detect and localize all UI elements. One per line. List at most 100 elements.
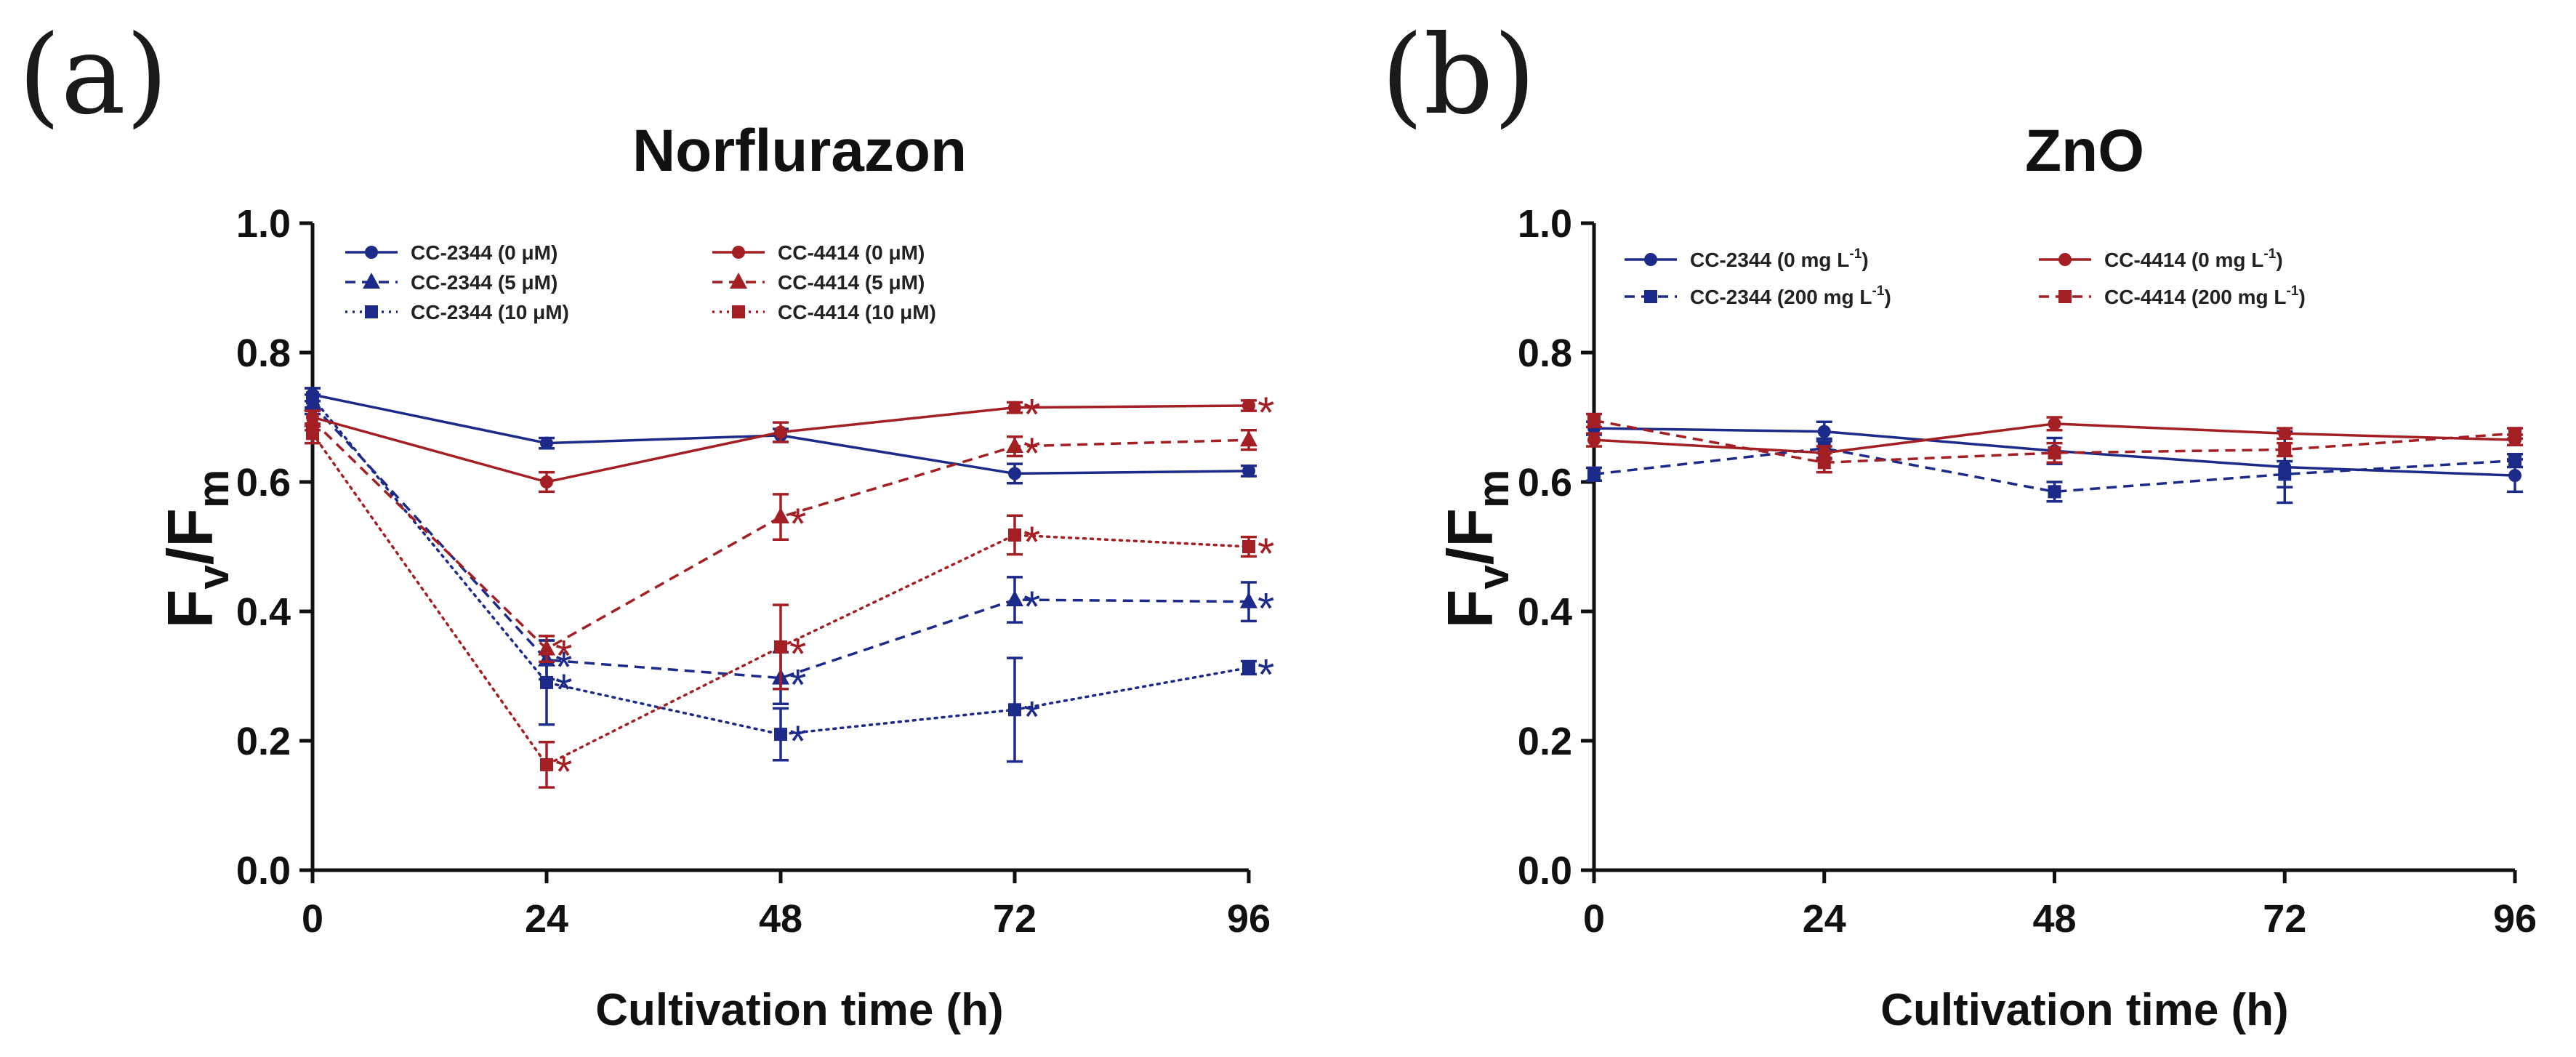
legend-marker (1644, 253, 1657, 266)
legend-label: CC-4414 (0 mg L-1) (2104, 246, 2283, 271)
series-line (311, 396, 1250, 736)
data-point (2278, 427, 2292, 441)
data-point (1242, 398, 1255, 412)
x-tick-label: 96 (1227, 897, 1271, 941)
x-tick-label: 24 (525, 897, 568, 941)
series-line (1593, 419, 2516, 465)
panel-a-plot: 0.0 0.2 0.4 0.6 0.8 1.0 0 24 48 72 96 CC-2344 (0 μM… (236, 202, 1274, 941)
data-point (2508, 427, 2521, 441)
significance-star: * (555, 665, 572, 714)
data-point (1242, 661, 1255, 675)
y-tick-label: 0.4 (1518, 590, 1572, 634)
legend-marker (1644, 290, 1657, 303)
panel-a-x-axis-label: Cultivation time (h) (595, 985, 1003, 1035)
legend-marker (2058, 253, 2072, 266)
data-point (540, 675, 553, 689)
data-point (1587, 467, 1601, 481)
panel-b-y-axis-label: Fv/Fm (1434, 470, 1518, 629)
series-line (1593, 446, 2516, 494)
panel-a-letter: (a) (18, 12, 168, 139)
data-point (2048, 485, 2061, 499)
significance-star: * (789, 717, 806, 765)
data-point (1817, 456, 1831, 470)
data-point (1008, 528, 1021, 542)
significance-star: * (1023, 582, 1040, 631)
data-point (1006, 437, 1023, 454)
x-tick-label: 72 (2263, 897, 2306, 941)
data-point (2278, 467, 2292, 481)
legend-marker (732, 246, 745, 259)
data-point (540, 436, 553, 450)
data-point (1242, 464, 1255, 478)
y-tick-label: 0.4 (236, 590, 291, 634)
x-tick-label: 48 (2032, 897, 2076, 941)
data-point (1242, 540, 1255, 553)
legend-label: CC-2344 (200 mg L-1) (1690, 284, 1891, 308)
y-tick-label: 0.2 (236, 720, 291, 763)
significance-star: * (1257, 529, 1274, 578)
panel-b-plot: 0.0 0.2 0.4 0.6 0.8 1.0 0 24 48 72 96 CC-2344 (0 mg… (1518, 202, 2537, 941)
data-point (1240, 430, 1257, 447)
panel-a-y-axis-label: Fv/Fm (154, 470, 238, 629)
significance-star: * (1023, 390, 1040, 439)
data-point (1817, 425, 1831, 438)
data-point (1587, 414, 1601, 427)
data-point (2048, 446, 2061, 459)
y-tick-label: 0.0 (1518, 849, 1572, 893)
significance-star: * (1023, 429, 1040, 478)
legend-label: CC-2344 (0 mg L-1) (1690, 246, 1869, 271)
data-point (1008, 467, 1021, 481)
y-tick-label: 0.8 (236, 331, 291, 375)
x-tick-label: 96 (2493, 897, 2537, 941)
x-tick-label: 72 (993, 897, 1037, 941)
legend-label: CC-2344 (10 μM) (411, 301, 569, 323)
data-point (306, 427, 319, 441)
legend-marker (365, 305, 378, 318)
data-point (1008, 703, 1021, 717)
y-tick-label: 0.0 (236, 849, 291, 893)
y-tick-label: 0.8 (1518, 331, 1572, 375)
legend-label: CC-2344 (0 μM) (411, 241, 558, 264)
significance-star: * (555, 632, 572, 680)
panel-b-letter: (b) (1381, 12, 1536, 139)
x-tick-label: 48 (759, 897, 802, 941)
series-line (311, 403, 1249, 680)
data-point (1587, 433, 1601, 447)
significance-star: * (1023, 518, 1040, 566)
data-point (540, 757, 553, 771)
significance-star: * (555, 747, 572, 796)
series-line (311, 419, 1249, 651)
data-point (306, 391, 319, 405)
y-tick-label: 1.0 (236, 202, 291, 246)
data-point (1240, 592, 1257, 608)
significance-star: * (1257, 584, 1274, 633)
x-tick-label: 24 (1803, 897, 1846, 941)
significance-star: * (1257, 650, 1274, 699)
data-point (774, 425, 787, 439)
significance-star: * (1257, 388, 1274, 437)
panel-b-x-axis-label: Cultivation time (h) (1880, 985, 2288, 1035)
legend-marker (730, 273, 747, 289)
data-point (774, 728, 787, 741)
legend-marker (732, 305, 745, 318)
y-tick-label: 0.2 (1518, 720, 1572, 763)
x-tick-label: 0 (302, 897, 323, 941)
significance-star: * (1023, 692, 1040, 741)
legend-label: CC-2344 (5 μM) (411, 271, 558, 294)
y-tick-label: 0.6 (236, 461, 291, 505)
data-point (538, 639, 555, 656)
series-line (312, 404, 1249, 483)
legend-label: CC-4414 (10 μM) (778, 301, 936, 323)
panel-a-title: Norflurazon (632, 118, 967, 184)
data-point (1006, 590, 1023, 606)
data-point (2508, 454, 2521, 467)
data-point (1008, 401, 1021, 414)
y-tick-label: 1.0 (1518, 202, 1572, 246)
y-tick-label: 0.6 (1518, 461, 1572, 505)
legend-marker (363, 273, 380, 289)
significance-star: * (789, 661, 806, 710)
data-point (2048, 417, 2061, 430)
legend-marker (365, 246, 378, 259)
legend-label: CC-4414 (200 mg L-1) (2104, 284, 2306, 308)
